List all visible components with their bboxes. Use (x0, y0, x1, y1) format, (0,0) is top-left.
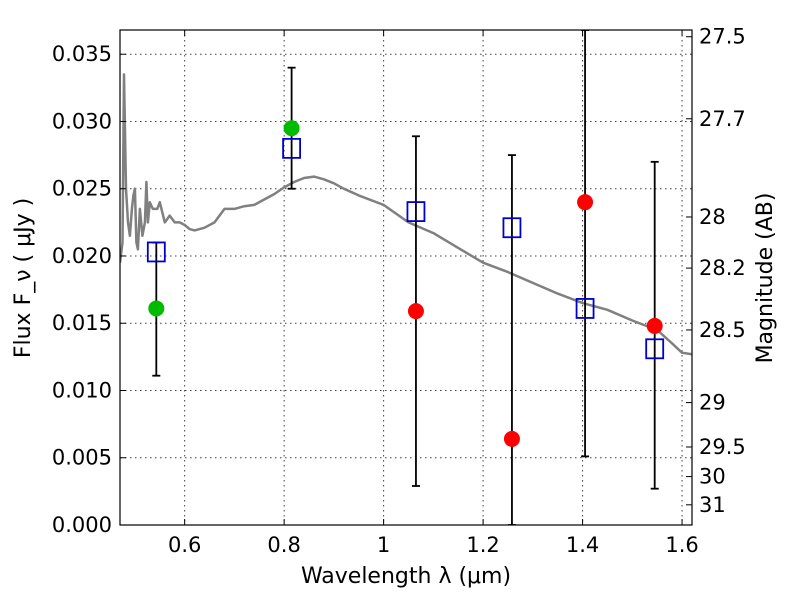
data-point-circle (646, 317, 663, 334)
mag-tick-label: 28.5 (699, 318, 746, 342)
data-point-square (282, 137, 302, 159)
data-point-circle (283, 120, 300, 137)
x-tick-label: 1.6 (665, 533, 698, 557)
plot-background (120, 30, 692, 525)
mag-tick-label: 31 (699, 493, 726, 517)
y-tick-label: 0.005 (52, 446, 112, 470)
x-tick-label: 1.4 (566, 533, 599, 557)
mag-tick-label: 30 (699, 465, 726, 489)
y-tick-label: 0.015 (52, 311, 112, 335)
ticks: 0.6 0.8 1 1.2 1.4 1.6 0.000 0.005 0.010 0.015 0.02… (52, 25, 746, 557)
mag-tick-label: 28 (699, 205, 726, 229)
mag-tick-label: 27.5 (699, 25, 746, 49)
mag-tick-label: 27.7 (699, 107, 746, 131)
y-tick-label: 0.010 (52, 378, 112, 402)
data-point-circle (503, 430, 520, 447)
x-axis-label: Wavelength λ (μm) (301, 564, 511, 589)
y-axis-label: Flux F_ν ( μJy ) (11, 198, 36, 358)
x-tick-label: 0.8 (267, 533, 300, 557)
gridlines (120, 30, 692, 526)
y-tick-label: 0.000 (52, 513, 112, 537)
data-point-square (406, 201, 426, 222)
data-point-circle (407, 303, 424, 320)
x-tick-label: 0.6 (168, 533, 201, 557)
y2-axis-label: Magnitude (AB) (753, 193, 778, 364)
mag-tick-label: 29 (699, 391, 726, 415)
y-tick-label: 0.020 (52, 244, 112, 268)
data-point-square (575, 298, 595, 319)
model-spectrum-line (120, 73, 692, 356)
data-point-circle (577, 194, 594, 211)
mag-tick-label: 28.2 (699, 256, 746, 280)
x-tick-label: 1 (377, 533, 390, 557)
y-tick-label: 0.035 (52, 42, 112, 66)
y-tick-label: 0.025 (52, 177, 112, 201)
plot-frame (119, 29, 693, 526)
data-layer (120, 30, 692, 525)
data-point-square (146, 241, 166, 263)
mag-tick-label: 29.5 (699, 435, 746, 459)
data-point-square (645, 338, 665, 360)
y-tick-label: 0.030 (52, 109, 112, 133)
x-tick-label: 1.2 (466, 533, 499, 557)
data-point-square (502, 217, 522, 239)
data-point-circle (148, 300, 165, 317)
